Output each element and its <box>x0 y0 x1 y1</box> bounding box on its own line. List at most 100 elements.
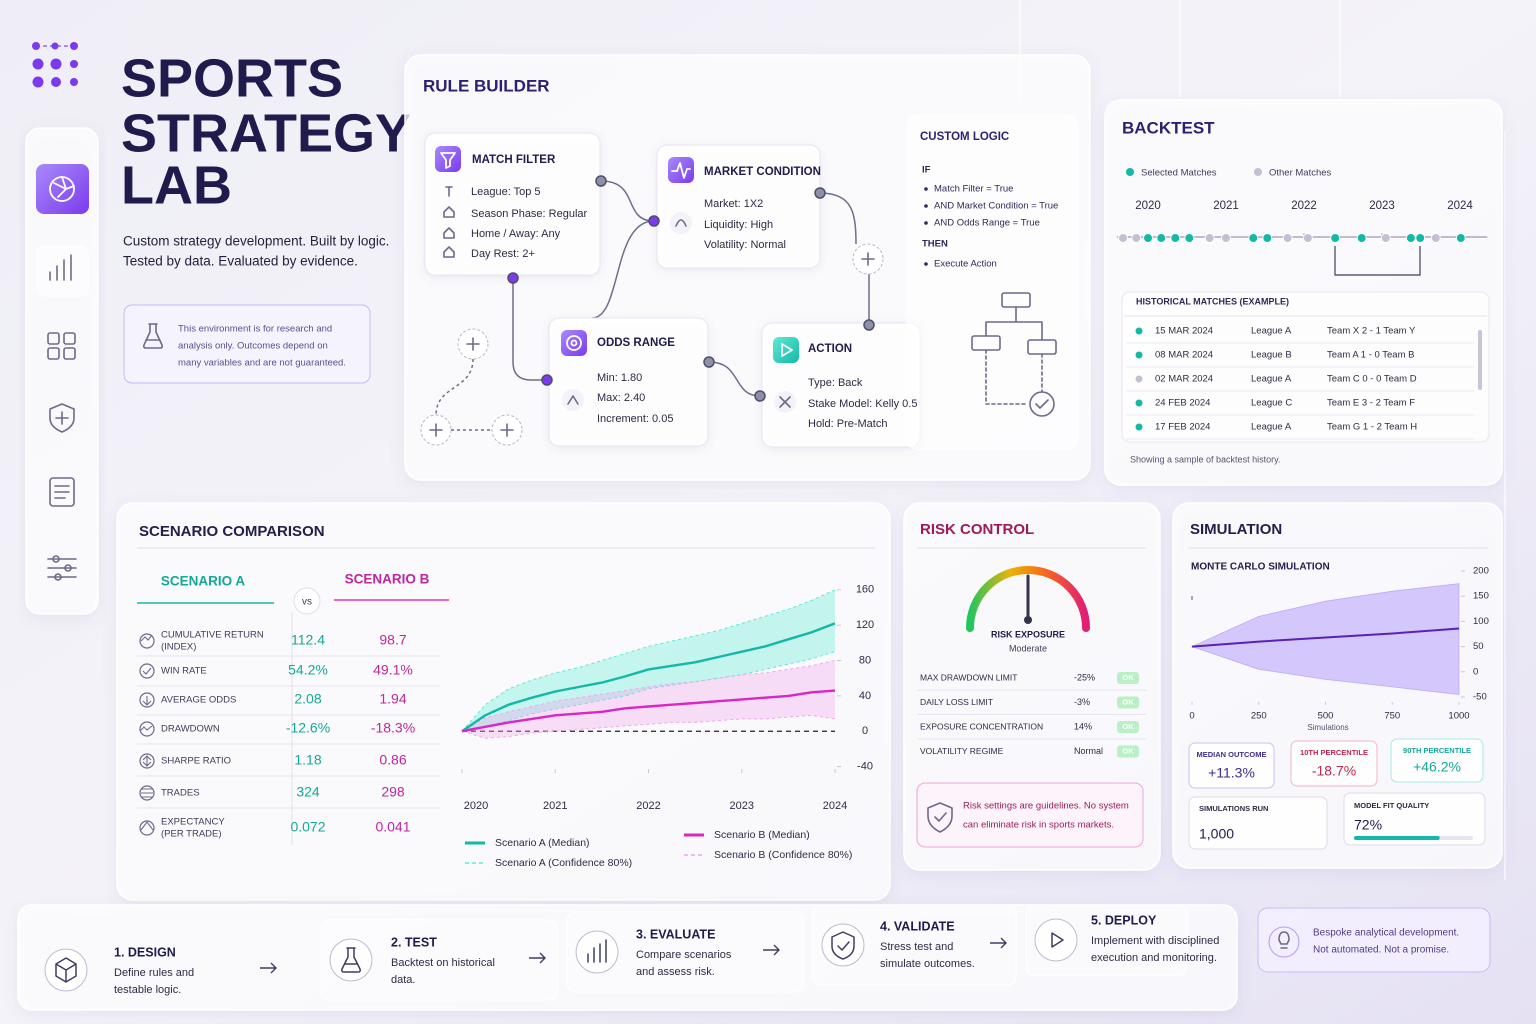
step-arrow <box>260 962 277 974</box>
metric-b: -18.3% <box>371 720 415 736</box>
stat-value: +46.2% <box>1413 759 1461 775</box>
logic-condition: AND Odds Range = True <box>934 218 1040 229</box>
y-tick-label: 50 <box>1473 641 1484 652</box>
nav-reports-part[interactable] <box>49 477 75 507</box>
nav-settings-part[interactable] <box>64 564 72 572</box>
disclaimer-box <box>1257 907 1491 973</box>
node-icon-part <box>566 335 582 351</box>
row-dot <box>1135 351 1143 359</box>
row-dot <box>1135 327 1143 335</box>
y-tick-label: 100 <box>1473 616 1489 627</box>
step-text: Define rules and <box>114 967 194 979</box>
nav-home-part[interactable] <box>53 176 75 198</box>
nav-analytics-part[interactable] <box>49 254 72 281</box>
stat-card <box>1188 742 1275 789</box>
x-tick-label: 2022 <box>636 800 660 812</box>
metric-label: (PER TRADE) <box>161 829 222 840</box>
ports-part <box>595 175 607 187</box>
nav-home-part[interactable] <box>36 164 89 214</box>
risk-value: -3% <box>1074 697 1090 707</box>
risk-label: VOLATILITY REGIME <box>920 746 1004 756</box>
stat-label: MODEL FIT QUALITY <box>1354 801 1429 810</box>
stat-label: MEDIAN OUTCOME <box>1197 750 1267 759</box>
note-icon <box>927 802 953 833</box>
row-icons-part <box>670 212 692 234</box>
x-axis-label: Simulations <box>1307 723 1348 732</box>
connectors-part <box>819 192 857 245</box>
node-line: Day Rest: 2+ <box>471 248 535 260</box>
status-pill <box>1117 672 1139 684</box>
step-card <box>320 919 558 1001</box>
x-tick-label: 2022 <box>1291 200 1317 212</box>
nav-reports[interactable] <box>49 477 75 507</box>
metric-icon <box>140 821 154 831</box>
add-node-button[interactable] <box>852 243 884 275</box>
nav-settings-part[interactable] <box>52 555 60 563</box>
scrollbar[interactable] <box>1478 330 1482 390</box>
nav-modules-part[interactable] <box>63 332 76 345</box>
gauge-arc <box>966 566 1090 632</box>
step-arrow <box>990 937 1007 949</box>
nav-analytics[interactable] <box>36 245 89 297</box>
logo-part <box>70 78 78 86</box>
row-result: Team E 3 - 2 Team F <box>1327 398 1415 409</box>
y-tick-label: 0 <box>1473 666 1478 677</box>
x-tick-label: 2024 <box>1447 200 1473 212</box>
timeline-point <box>1330 233 1341 243</box>
scenario-b-label: SCENARIO B <box>345 572 430 587</box>
nav-modules-part[interactable] <box>47 332 60 345</box>
stat-value: -18.7% <box>1312 763 1356 779</box>
nav-settings[interactable] <box>47 555 77 581</box>
row-result: Team C 0 - 0 Team D <box>1327 374 1417 385</box>
nav-modules-part[interactable] <box>47 347 60 360</box>
stat-value: +11.3% <box>1208 765 1255 781</box>
logo-part <box>32 58 44 70</box>
x-tick-label: 1000 <box>1448 711 1469 722</box>
stat-value: 72% <box>1354 817 1382 833</box>
metric-label: (INDEX) <box>161 642 196 653</box>
metric-b: 98.7 <box>379 632 406 648</box>
connectors-part <box>512 278 547 381</box>
nav-risk-part[interactable] <box>49 403 75 433</box>
node-card[interactable] <box>656 144 821 269</box>
node-line: Market: 1X2 <box>704 198 763 210</box>
add-node-button[interactable] <box>457 328 489 360</box>
nav-settings-part[interactable] <box>54 573 62 581</box>
stat-card <box>1290 740 1378 787</box>
metric-icon <box>139 725 153 732</box>
row-result: Team G 1 - 2 Team H <box>1327 422 1417 433</box>
add-node-button-part[interactable] <box>429 423 443 437</box>
fit-bar <box>1354 836 1440 840</box>
add-node-button-part[interactable] <box>861 252 875 266</box>
add-node-button-part[interactable] <box>500 423 514 437</box>
bulb-icon-part <box>1268 926 1300 958</box>
step-icon-ring <box>575 930 619 974</box>
node-icon-part <box>773 337 799 363</box>
nav-modules[interactable] <box>47 332 76 360</box>
nav-risk[interactable] <box>49 403 75 433</box>
notice-text: many variables and are not guaranteed. <box>178 358 346 369</box>
add-node-button-part[interactable] <box>466 337 480 351</box>
header: SPORTS STRATEGY LAB <box>121 48 411 215</box>
add-node-button[interactable] <box>491 414 523 446</box>
metric-b: 298 <box>381 784 405 800</box>
y-tick-label: 200 <box>1473 566 1489 577</box>
step-icon-ring <box>329 938 373 982</box>
subtitle: Tested by data. Evaluated by evidence. <box>123 254 358 269</box>
legend-label: Scenario B (Confidence 80%) <box>714 849 852 861</box>
add-node-button[interactable] <box>420 414 452 446</box>
median-line <box>461 622 836 733</box>
nav-home[interactable] <box>36 164 89 214</box>
metric-a: 54.2% <box>288 662 328 678</box>
nav-analytics-part[interactable] <box>36 245 89 297</box>
x-tick-label: 2020 <box>1135 200 1161 212</box>
logic-condition: Match Filter = True <box>934 184 1013 195</box>
stat-card <box>1343 792 1486 846</box>
nav-reports-part[interactable] <box>54 485 70 499</box>
nav-modules-part[interactable] <box>63 347 76 360</box>
x-tick-label: 2020 <box>464 800 488 812</box>
custom-logic-card <box>906 114 1079 451</box>
metric-icon <box>139 692 155 708</box>
